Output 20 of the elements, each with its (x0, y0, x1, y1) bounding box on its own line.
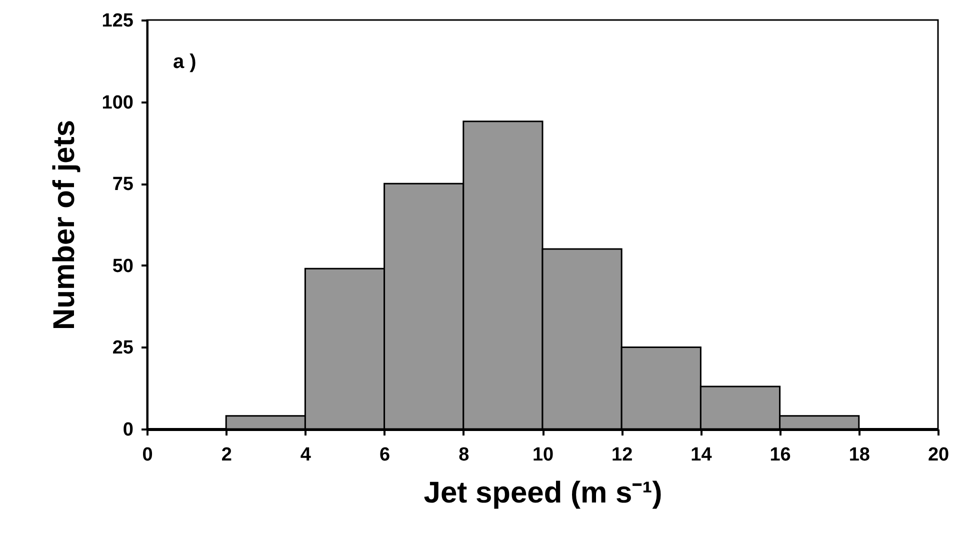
y-axis-title: Number of jets (48, 120, 81, 330)
y-tick-label: 0 (122, 420, 134, 440)
x-tick-label: 10 (532, 444, 554, 466)
y-tick-label: 125 (102, 10, 134, 32)
y-tick-label: 75 (112, 174, 134, 196)
x-tick-label: 18 (848, 444, 870, 466)
y-tick-label: 100 (102, 92, 134, 114)
x-axis-title: Jet speed (m s⁻¹) (424, 476, 662, 510)
x-tick-label: 20 (928, 444, 950, 466)
annotation: a ) (173, 51, 196, 73)
x-tick-label: 16 (770, 444, 791, 466)
y-tick-label: 25 (112, 338, 134, 359)
x-tick-label: 12 (612, 444, 633, 466)
x-tick-label: 6 (380, 444, 390, 466)
x-tick-label: 8 (458, 444, 470, 466)
x-tick-label: 14 (690, 444, 712, 466)
x-tick-label: 4 (300, 444, 312, 466)
y-tick-label: 50 (112, 256, 134, 277)
x-tick-label: 0 (142, 444, 153, 466)
x-tick-label: 2 (221, 444, 232, 466)
